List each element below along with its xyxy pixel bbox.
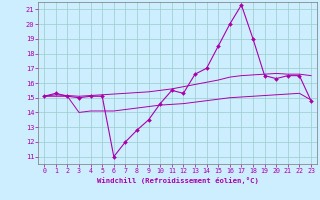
X-axis label: Windchill (Refroidissement éolien,°C): Windchill (Refroidissement éolien,°C) xyxy=(97,177,259,184)
